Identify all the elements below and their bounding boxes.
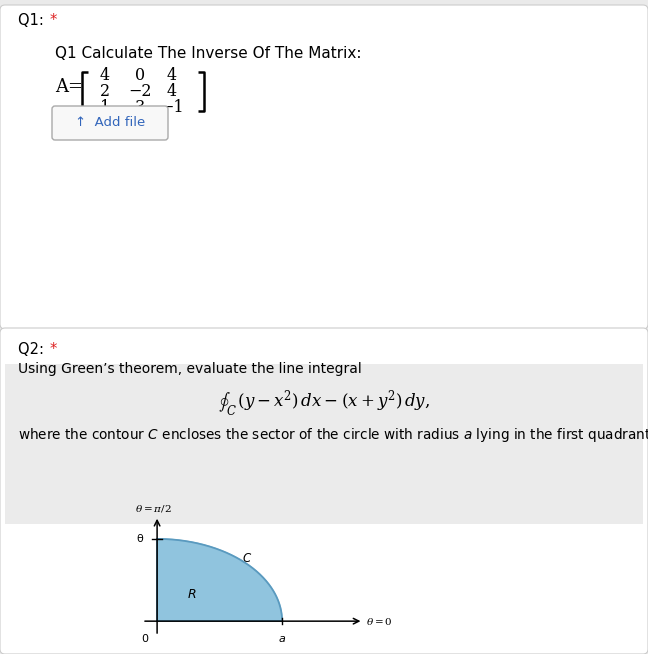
Text: 1: 1 bbox=[100, 99, 110, 116]
Text: $\oint_C\,(y - x^2)\,dx - (x + y^2)\,dy,$: $\oint_C\,(y - x^2)\,dx - (x + y^2)\,dy,… bbox=[218, 389, 430, 421]
Text: Q1 Calculate The Inverse Of The Matrix:: Q1 Calculate The Inverse Of The Matrix: bbox=[55, 46, 362, 61]
FancyBboxPatch shape bbox=[0, 5, 648, 329]
Text: $\theta = \pi/2$: $\theta = \pi/2$ bbox=[135, 503, 171, 514]
Text: −2: −2 bbox=[128, 82, 152, 99]
Text: 4: 4 bbox=[167, 67, 177, 84]
Text: C: C bbox=[243, 552, 251, 565]
Text: where the contour $\mathit{C}$ encloses the sector of the circle with radius $\m: where the contour $\mathit{C}$ encloses … bbox=[18, 426, 648, 444]
Text: a: a bbox=[279, 634, 286, 644]
Text: A=: A= bbox=[55, 78, 83, 96]
Text: 0: 0 bbox=[141, 634, 148, 644]
FancyBboxPatch shape bbox=[52, 106, 168, 140]
Polygon shape bbox=[157, 539, 282, 621]
Text: 0: 0 bbox=[135, 67, 145, 84]
Text: *: * bbox=[50, 13, 58, 28]
Text: R: R bbox=[188, 589, 196, 601]
Text: 3: 3 bbox=[135, 99, 145, 116]
FancyBboxPatch shape bbox=[0, 328, 648, 654]
Text: −1: −1 bbox=[160, 99, 184, 116]
Text: Using Green’s theorem, evaluate the line integral: Using Green’s theorem, evaluate the line… bbox=[18, 362, 362, 376]
FancyBboxPatch shape bbox=[5, 364, 643, 524]
Text: θ: θ bbox=[136, 534, 143, 544]
Text: $\theta = 0$: $\theta = 0$ bbox=[366, 615, 393, 627]
Text: 4: 4 bbox=[100, 67, 110, 84]
Text: *: * bbox=[50, 342, 58, 357]
Text: 2: 2 bbox=[100, 82, 110, 99]
Text: 4: 4 bbox=[167, 82, 177, 99]
Text: Q1:: Q1: bbox=[18, 13, 49, 28]
Text: ↑  Add file: ↑ Add file bbox=[75, 116, 145, 129]
Text: Q2:: Q2: bbox=[18, 342, 49, 357]
